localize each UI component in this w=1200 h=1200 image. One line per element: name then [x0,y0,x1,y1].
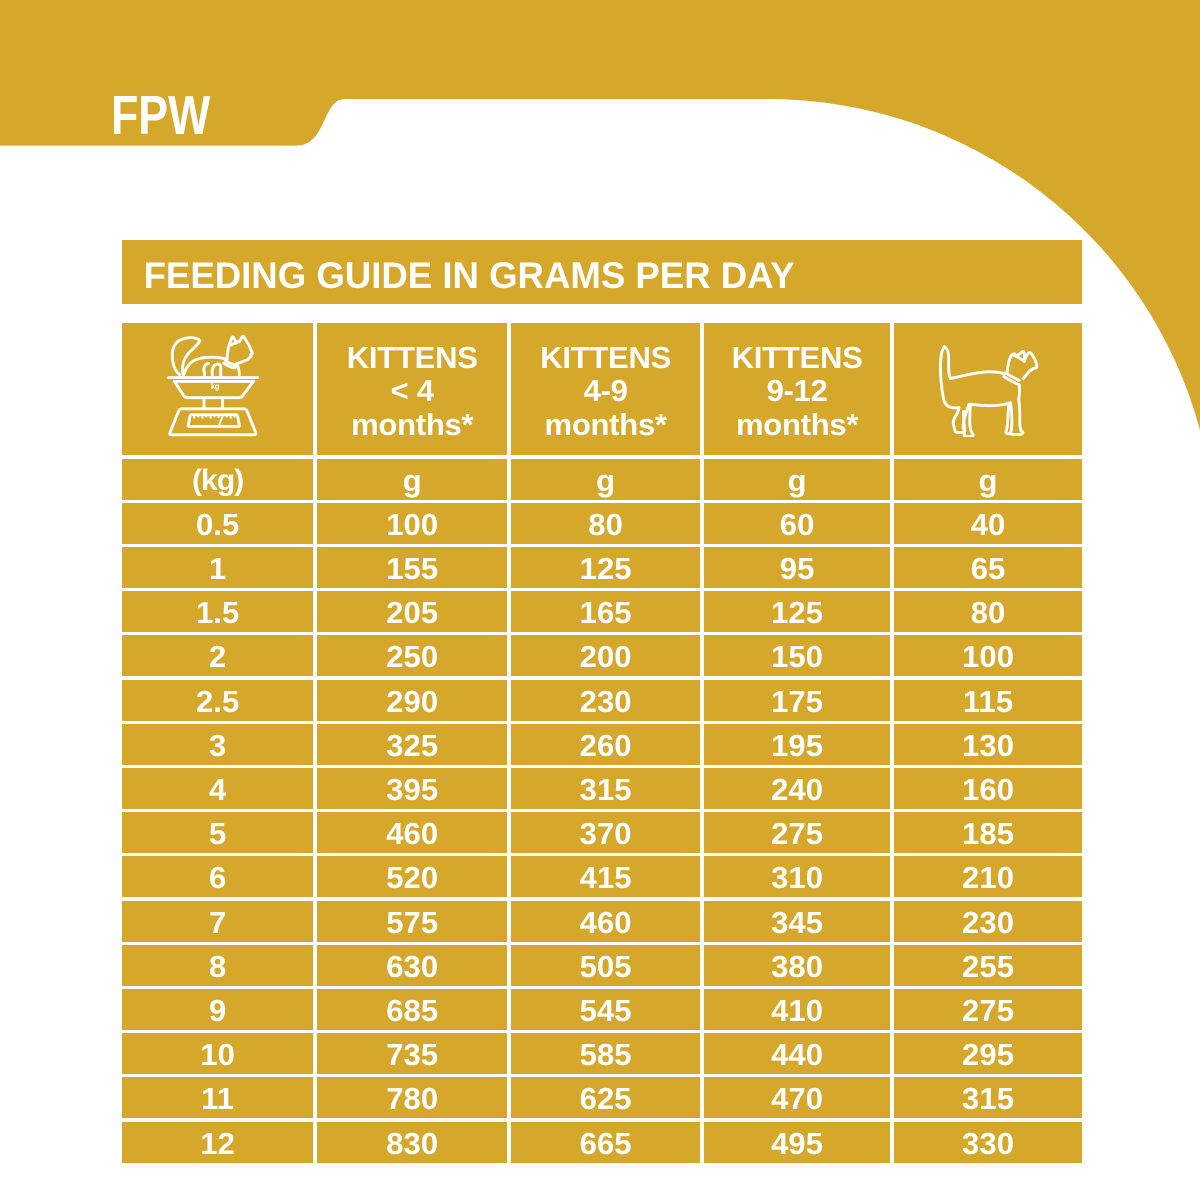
svg-text:kg: kg [211,382,220,391]
